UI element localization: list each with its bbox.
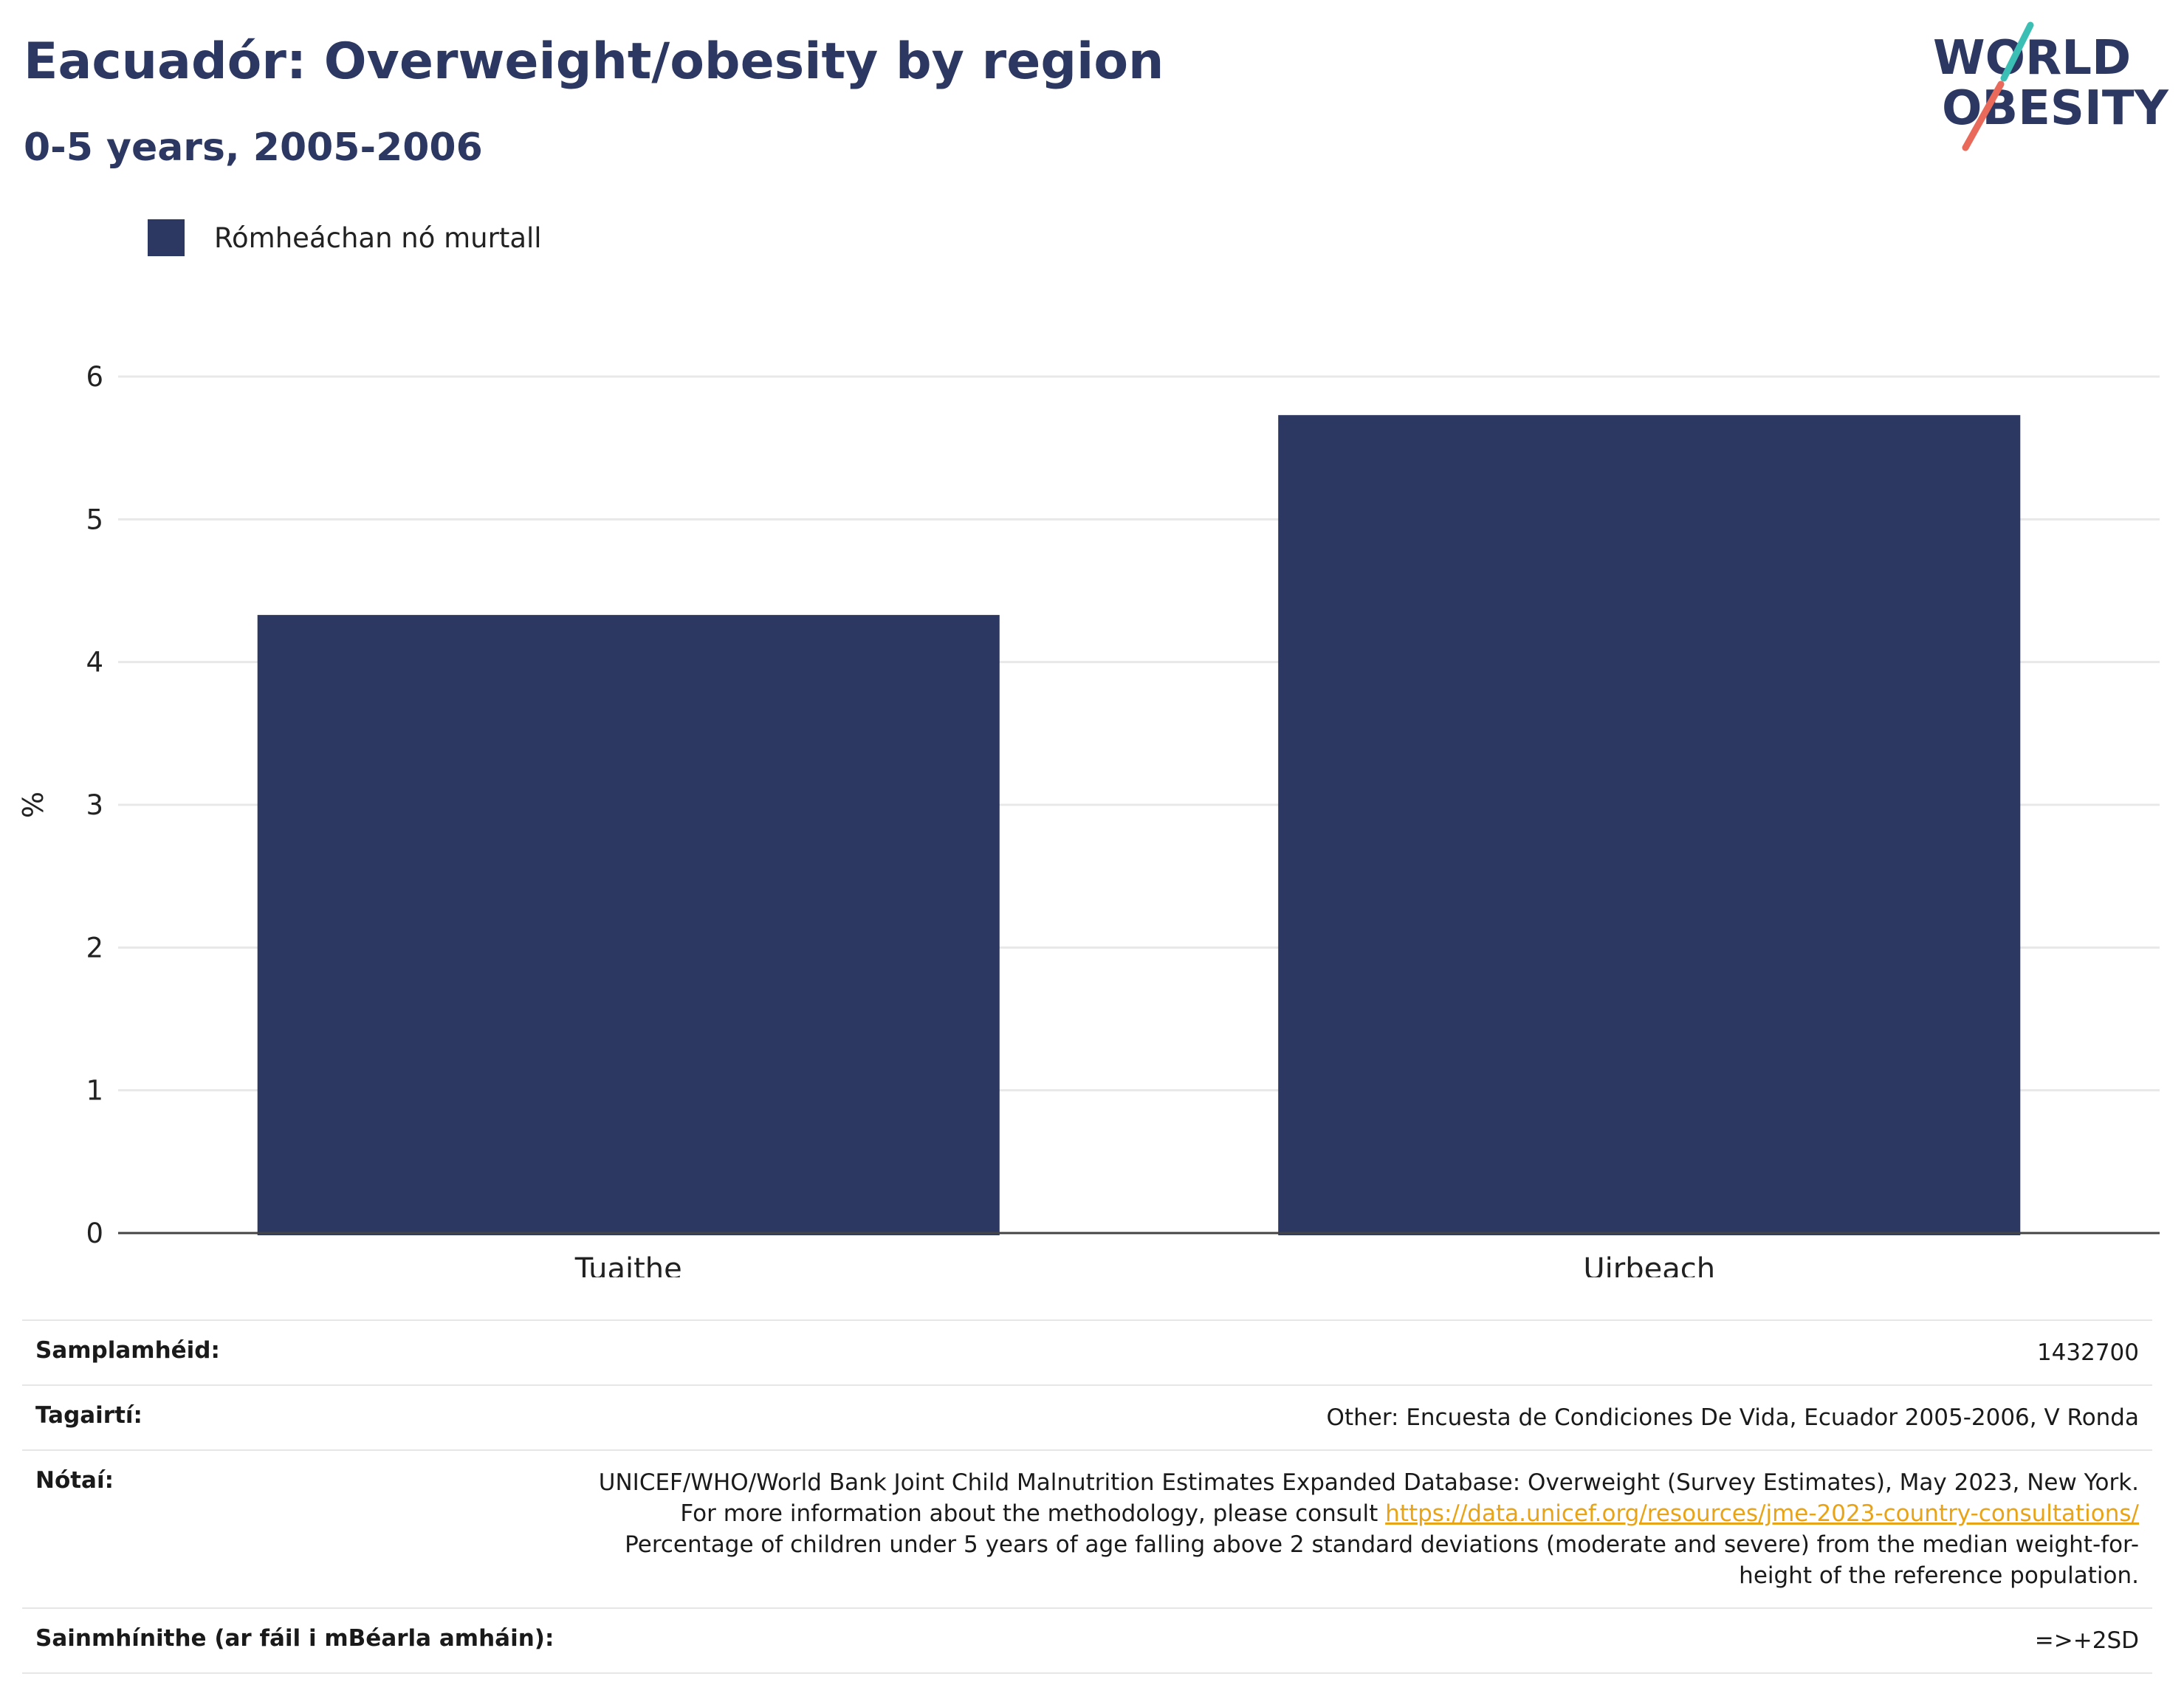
notes-link[interactable]: https://data.unicef.org/resources/jme-20… — [1385, 1500, 2139, 1527]
logo-text-world: WORLD — [1933, 31, 2131, 86]
y-tick-label: 3 — [86, 789, 103, 821]
bar-chart: 0 1 2 3 4 5 6 Tuaithe Uirbeach % — [17, 361, 2160, 1277]
x-tick-label: Uirbeach — [1583, 1252, 1715, 1277]
bar-tuaithe — [257, 614, 1000, 1235]
world-obesity-logo: WORLD OBESITY — [1933, 21, 2168, 151]
definitions-value: =>+2SD — [2034, 1627, 2139, 1654]
notes-text-after: Percentage of children under 5 years of … — [625, 1531, 2139, 1589]
y-tick-label: 1 — [86, 1075, 103, 1107]
x-tick-label: Tuaithe — [574, 1252, 682, 1277]
bar-uirbeach — [1278, 415, 2021, 1236]
chart-subtitle: 0-5 years, 2005-2006 — [24, 126, 483, 170]
definitions-key: Sainmhínithe (ar fáil i mBéarla amháin): — [35, 1625, 554, 1652]
legend-label: Rómheáchan nó murtall — [214, 222, 542, 254]
info-row-sample-size: Samplamhéid: 1432700 — [22, 1321, 2152, 1386]
info-table: Samplamhéid: 1432700 Tagairtí: Other: En… — [22, 1319, 2152, 1674]
bars — [257, 415, 2021, 1236]
info-row-definitions: Sainmhínithe (ar fáil i mBéarla amháin):… — [22, 1609, 2152, 1674]
chart-legend: Rómheáchan nó murtall — [148, 219, 542, 257]
notes-value: UNICEF/WHO/World Bank Joint Child Malnut… — [588, 1467, 2139, 1591]
sample-size-value: 1432700 — [2036, 1339, 2139, 1366]
y-axis-label: % — [17, 792, 49, 818]
y-axis-ticks: 0 1 2 3 4 5 6 — [86, 361, 103, 1249]
y-tick-label: 2 — [86, 932, 103, 964]
x-axis-ticks: Tuaithe Uirbeach — [574, 1252, 1715, 1277]
info-row-references: Tagairtí: Other: Encuesta de Condiciones… — [22, 1386, 2152, 1451]
references-value: Other: Encuesta de Condiciones De Vida, … — [1326, 1404, 2139, 1431]
y-tick-label: 5 — [86, 504, 103, 535]
notes-key: Nótaí: — [35, 1467, 114, 1494]
references-key: Tagairtí: — [35, 1402, 142, 1429]
logo-slash-top — [2000, 21, 2034, 82]
legend-swatch — [148, 219, 185, 256]
info-row-notes: Nótaí: UNICEF/WHO/World Bank Joint Child… — [22, 1451, 2152, 1609]
y-tick-label: 0 — [86, 1218, 103, 1249]
y-tick-label: 6 — [86, 361, 103, 393]
y-tick-label: 4 — [86, 647, 103, 679]
logo-slash-bottom — [1962, 80, 2005, 151]
sample-size-key: Samplamhéid: — [35, 1337, 220, 1364]
notes-text-before: UNICEF/WHO/World Bank Joint Child Malnut… — [598, 1469, 2139, 1527]
chart-title: Eacuadór: Overweight/obesity by region — [24, 32, 1164, 91]
